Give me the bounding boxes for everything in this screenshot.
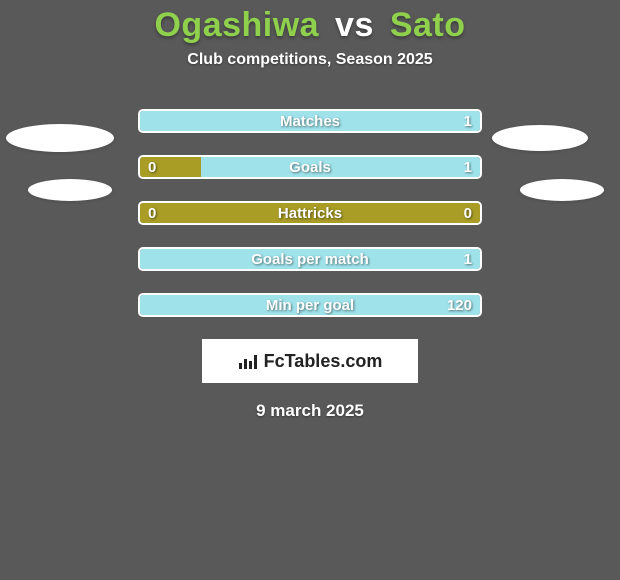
- stat-value-right: 1: [464, 111, 472, 131]
- brand-text: FcTables.com: [264, 351, 383, 372]
- brand-label: FcTables.com: [238, 351, 383, 372]
- avatar-placeholder-icon: [6, 124, 114, 152]
- avatar-placeholder-icon: [520, 179, 604, 201]
- stat-value-right: 0: [464, 203, 472, 223]
- bar-fill-right: [140, 295, 480, 315]
- stat-row: Matches1: [138, 109, 482, 133]
- brand-bars-icon: [238, 352, 260, 370]
- stat-row: Goals per match1: [138, 247, 482, 271]
- stat-row: Hattricks00: [138, 201, 482, 225]
- bar-fill-left: [140, 203, 480, 223]
- comparison-title: Ogashiwa vs Sato: [0, 0, 620, 45]
- stat-value-left: 0: [148, 203, 156, 223]
- stat-value-right: 1: [464, 157, 472, 177]
- bar-fill-right: [140, 249, 480, 269]
- player-b-name: Sato: [390, 6, 466, 44]
- stat-value-left: 0: [148, 157, 156, 177]
- bar-fill-right: [140, 111, 480, 131]
- avatar-placeholder-icon: [492, 125, 588, 151]
- bar-fill-right: [201, 157, 480, 177]
- subtitle: Club competitions, Season 2025: [0, 51, 620, 69]
- stat-rows: Matches1Goals01Hattricks00Goals per matc…: [138, 109, 482, 317]
- stat-row: Min per goal120: [138, 293, 482, 317]
- date-label: 9 march 2025: [0, 401, 620, 421]
- brand-box: FcTables.com: [202, 339, 418, 383]
- vs-label: vs: [335, 6, 374, 44]
- avatar-placeholder-icon: [28, 179, 112, 201]
- stat-row: Goals01: [138, 155, 482, 179]
- player-a-name: Ogashiwa: [154, 6, 319, 44]
- stat-value-right: 1: [464, 249, 472, 269]
- stat-value-right: 120: [447, 295, 472, 315]
